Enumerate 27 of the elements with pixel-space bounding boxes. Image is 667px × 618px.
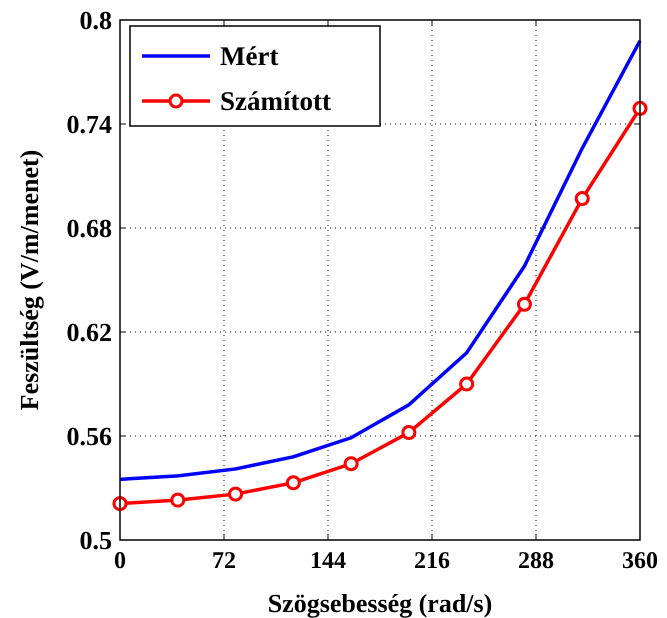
line-series bbox=[118, 39, 642, 482]
x-tick-label: 144 bbox=[310, 548, 346, 574]
y-tick-label: 0.74 bbox=[66, 110, 112, 139]
y-tick-label: 0.8 bbox=[80, 6, 112, 35]
x-tick-label: 360 bbox=[622, 548, 658, 574]
point bbox=[459, 376, 474, 392]
x-axis-title: Szögsebesség (rad/s) bbox=[268, 589, 492, 618]
y-tick-label: 0.56 bbox=[66, 422, 112, 451]
y-tick-label: 0.5 bbox=[80, 526, 112, 555]
legend-label: Számított bbox=[220, 86, 331, 116]
x-tick-label: 288 bbox=[518, 548, 554, 574]
point bbox=[401, 425, 416, 440]
point bbox=[632, 100, 648, 116]
x-tick-label: 72 bbox=[212, 548, 236, 574]
point bbox=[112, 496, 128, 512]
x-tick-label: 0 bbox=[114, 548, 126, 574]
x-tick-label: 216 bbox=[414, 548, 450, 574]
point bbox=[574, 191, 590, 206]
y-tick-label: 0.68 bbox=[66, 214, 112, 243]
point bbox=[344, 456, 359, 472]
point bbox=[170, 492, 186, 508]
point bbox=[228, 486, 244, 502]
y-axis-title: Feszültség (V/m/menet) bbox=[15, 150, 44, 410]
point bbox=[516, 296, 532, 312]
legend-label: Mért bbox=[220, 41, 278, 71]
y-tick-label: 0.62 bbox=[66, 318, 112, 347]
point bbox=[286, 475, 301, 490]
